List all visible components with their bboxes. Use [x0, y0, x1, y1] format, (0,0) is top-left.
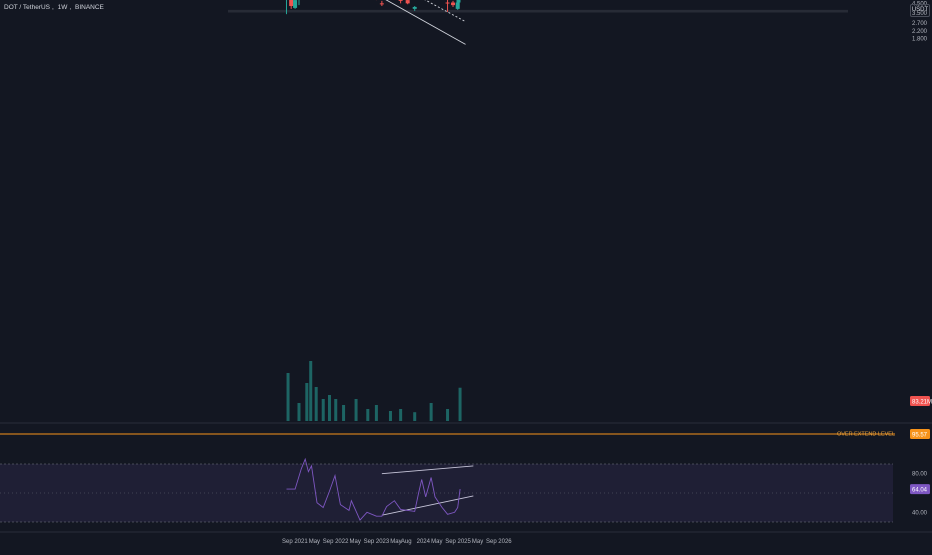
price-scale: 75.00059.00047.00037.00029.00023.00018.0…: [910, 1, 932, 406]
candle-body: [398, 0, 403, 1]
rsi-level-label: 40.00: [912, 510, 928, 516]
volume-bar: [321, 399, 325, 421]
rsi-upper-trendline: [381, 465, 474, 475]
volume-bar: [413, 412, 417, 421]
interval: 1W: [57, 4, 68, 11]
rsi-value-label: 64.04: [912, 488, 928, 494]
candle-body: [456, 0, 461, 3]
candle-body: [412, 6, 417, 9]
price-tick-label: 1.800: [912, 37, 928, 43]
candle-body: [451, 2, 456, 6]
time-tick-label: May: [390, 539, 401, 545]
volume-bar: [286, 373, 290, 421]
time-tick-label: 2026: [498, 539, 512, 545]
time-tick-label: 2024: [417, 539, 431, 545]
volume-layer: [286, 361, 462, 421]
candle-body: [445, 2, 450, 4]
time-tick-label: May: [309, 539, 320, 545]
time-tick-label: Sep: [282, 539, 293, 545]
symbol-pair: DOT / TetherUS: [4, 4, 50, 11]
volume-bar: [297, 403, 301, 421]
price-tick-label: 3.500: [912, 11, 928, 17]
volume-bar: [327, 395, 331, 421]
volume-bar: [354, 399, 358, 421]
rsi-line: [286, 457, 461, 521]
candle-body: [455, 2, 460, 9]
volume-bar: [388, 411, 392, 421]
candles-layer: [285, 0, 461, 15]
exchange: BINANCE: [75, 4, 104, 11]
volume-bar: [309, 361, 313, 421]
time-tick-label: 2023: [376, 539, 390, 545]
volume-bar: [446, 409, 450, 421]
candle-body: [289, 0, 294, 7]
channel-lower-line: [385, 0, 466, 45]
volume-tag-label: 83.21M: [912, 400, 932, 406]
drawings-layer: [381, 0, 474, 516]
volume-bar: [342, 405, 346, 421]
time-tick-label: Sep: [323, 539, 334, 545]
chart-title: DOT / TetherUS, 1W, BINANCE: [4, 4, 104, 11]
volume-bar: [305, 383, 309, 421]
currency-button[interactable]: USDT: [910, 4, 930, 17]
zones-layer: [228, 9, 848, 13]
time-tick-label: May: [472, 539, 483, 545]
time-tick-label: 2022: [335, 539, 349, 545]
time-tick-label: May: [431, 539, 442, 545]
overextend-label: OVER EXTEND LEVEL: [837, 432, 895, 438]
time-tick-label: Aug: [401, 539, 412, 545]
volume-bar: [399, 409, 403, 421]
rsi-level-label: 80.00: [912, 472, 928, 478]
time-tick-label: May: [350, 539, 361, 545]
volume-bar: [429, 403, 433, 421]
volume-bar: [458, 387, 462, 421]
candle-body: [293, 0, 298, 8]
volume-bar: [314, 387, 318, 421]
time-axis: Sep 2021 May Sep 2022 May Sep 2023 May Aug 2024 May…: [0, 531, 932, 545]
rsi-value-tag: [910, 484, 930, 495]
time-tick-label: Sep: [486, 539, 497, 545]
time-tick-label: 2021: [294, 539, 308, 545]
rsi-lower-trendline: [381, 495, 474, 516]
price-tick-label: 2.700: [912, 21, 928, 27]
time-tick-label: Sep: [364, 539, 375, 545]
volume-bar: [374, 405, 378, 421]
candle-body: [379, 3, 384, 5]
volume-tag: [910, 396, 930, 406]
rsi-pane: OVER EXTEND LEVEL95.5780.0040.0060.0064.…: [0, 422, 932, 523]
time-tick-label: 2025: [458, 539, 472, 545]
volume-bar: [366, 409, 370, 421]
overextend-tag: [910, 429, 930, 439]
overextend-value: 95.57: [912, 433, 928, 439]
volume-bar: [334, 399, 338, 421]
support-zone: [228, 9, 848, 13]
candle-body: [405, 0, 410, 4]
time-tick-label: Sep: [445, 539, 456, 545]
price-tick-label: 2.200: [912, 29, 928, 35]
